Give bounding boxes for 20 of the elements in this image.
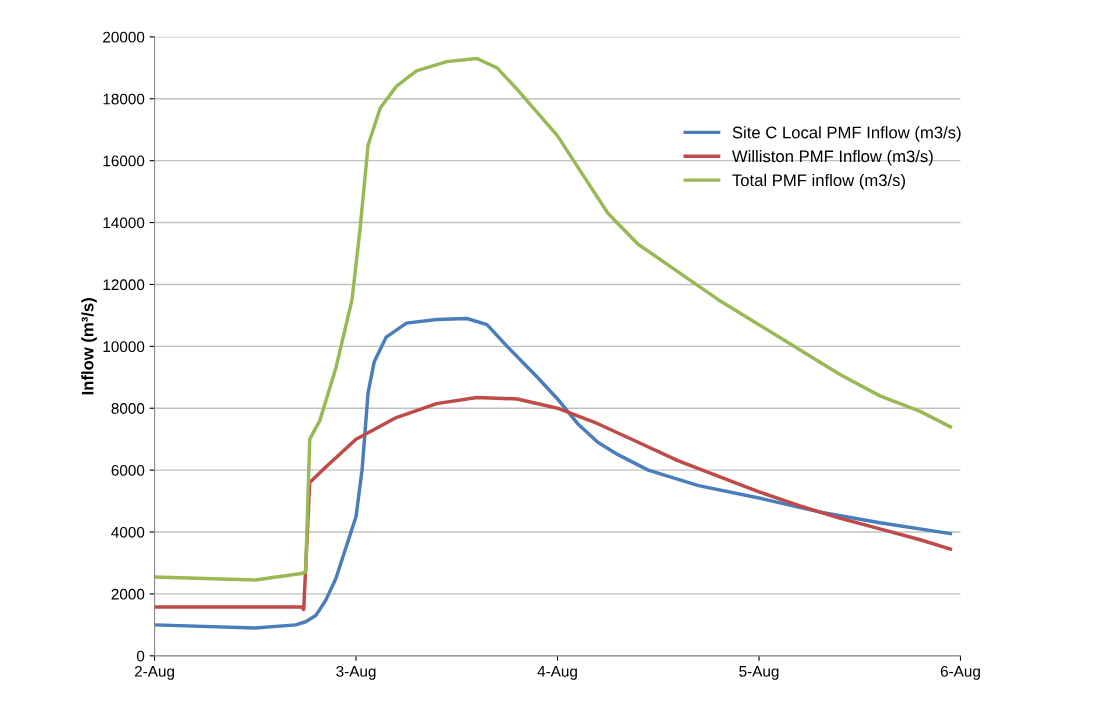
y-tick-label: 16000 xyxy=(103,155,145,167)
y-tick-label: 0 xyxy=(136,650,145,662)
x-tick-label: 6-Aug xyxy=(940,665,980,680)
x-tick-label: 4-Aug xyxy=(537,666,577,680)
y-tick-label: 14000 xyxy=(103,217,145,229)
y-tick-label: 6000 xyxy=(111,465,145,476)
y-tick-label: 12000 xyxy=(103,279,145,291)
y-tick-label: 10000 xyxy=(103,341,145,353)
x-tick-label: 3-Aug xyxy=(336,665,376,680)
y-tick-label: 18000 xyxy=(103,93,145,105)
x-tick-label: 5-Aug xyxy=(739,666,779,680)
y-axis-title: Inflow (m³/s) xyxy=(81,298,97,395)
x-tick-label: 2-Aug xyxy=(134,665,174,680)
y-tick-label: 20000 xyxy=(103,31,145,43)
y-tick-label: 8000 xyxy=(111,403,145,414)
legend-label: Williston PMF Inflow (m3/s) xyxy=(731,150,933,166)
y-tick-label: 4000 xyxy=(111,526,145,538)
legend-label: Site C Local PMF Inflow (m3/s) xyxy=(732,126,961,142)
y-tick-label: 2000 xyxy=(111,588,145,600)
legend-label: Total PMF inflow (m3/s) xyxy=(732,173,905,190)
